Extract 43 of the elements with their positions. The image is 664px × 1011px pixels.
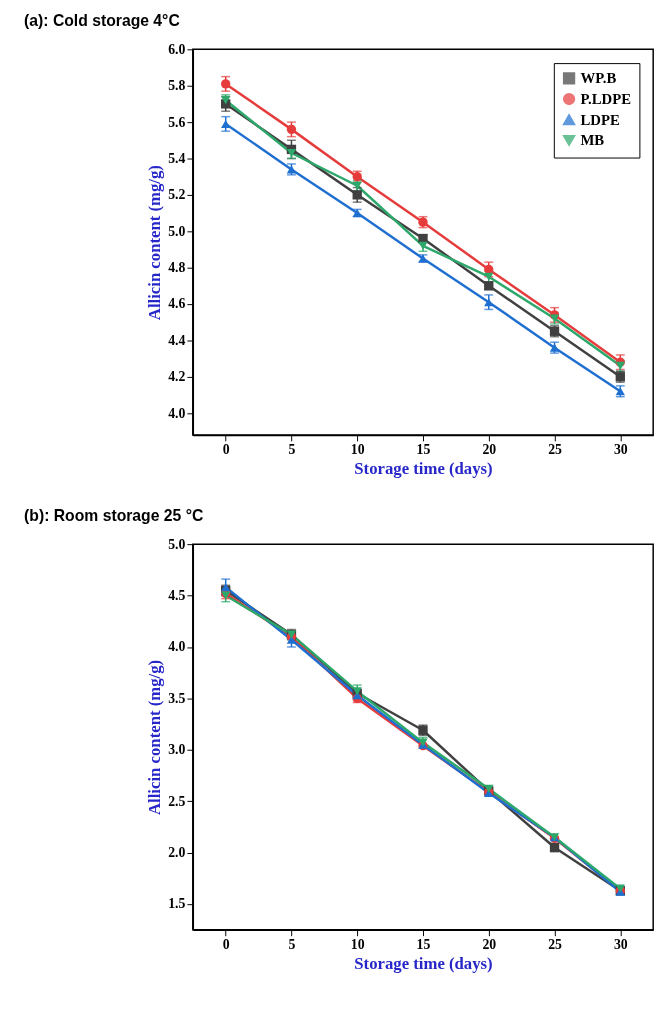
x-axis-title: Storage time (days)	[354, 458, 493, 478]
y-tick-label: 5.0	[168, 223, 186, 239]
x-axis-title: Storage time (days)	[354, 953, 493, 973]
x-tick-label: 15	[416, 936, 431, 952]
x-tick-label: 15	[416, 442, 431, 458]
legend-label: P.LDPE	[580, 90, 632, 107]
y-tick-label: 4.4	[168, 332, 186, 348]
y-axis-title: Allicin content (mg/g)	[145, 659, 165, 815]
chart-title: (a): Cold storage 4°C	[24, 11, 180, 29]
y-tick-label: 5.6	[168, 114, 186, 130]
y-tick-label: 5.0	[168, 536, 186, 552]
x-tick-label: 5	[288, 936, 296, 952]
x-tick-label: 5	[288, 442, 296, 458]
y-tick-label: 4.2	[168, 369, 186, 385]
y-tick-label: 3.5	[168, 690, 186, 706]
x-tick-label: 0	[222, 936, 230, 952]
y-tick-label: 4.5	[168, 587, 186, 603]
y-tick-label: 6.0	[168, 41, 186, 57]
x-tick-label: 10	[350, 936, 365, 952]
legend-label: MB	[580, 132, 605, 149]
y-tick-label: 1.5	[168, 896, 186, 912]
y-tick-label: 4.0	[168, 639, 186, 655]
x-tick-label: 30	[613, 936, 628, 952]
x-tick-label: 10	[350, 442, 365, 458]
y-tick-label: 5.8	[168, 78, 186, 94]
x-tick-label: 30	[613, 442, 628, 458]
y-tick-label: 5.2	[168, 187, 186, 203]
x-tick-label: 25	[548, 442, 563, 458]
y-tick-label: 4.6	[168, 296, 186, 312]
x-tick-label: 25	[548, 936, 563, 952]
y-tick-label: 5.4	[168, 150, 186, 166]
x-tick-label: 0	[222, 442, 230, 458]
x-tick-label: 20	[482, 442, 497, 458]
y-tick-label: 4.0	[168, 405, 186, 421]
chart-title: (b): Room storage 25 °C	[24, 506, 204, 524]
y-axis-title: Allicin content (mg/g)	[145, 165, 165, 321]
y-tick-label: 3.0	[168, 742, 186, 758]
legend-label: LDPE	[580, 111, 620, 128]
x-tick-label: 20	[482, 936, 497, 952]
legend-label: WP.B	[580, 70, 617, 87]
y-tick-label: 2.0	[168, 845, 186, 861]
y-tick-label: 2.5	[168, 793, 186, 809]
y-tick-label: 4.8	[168, 260, 186, 276]
